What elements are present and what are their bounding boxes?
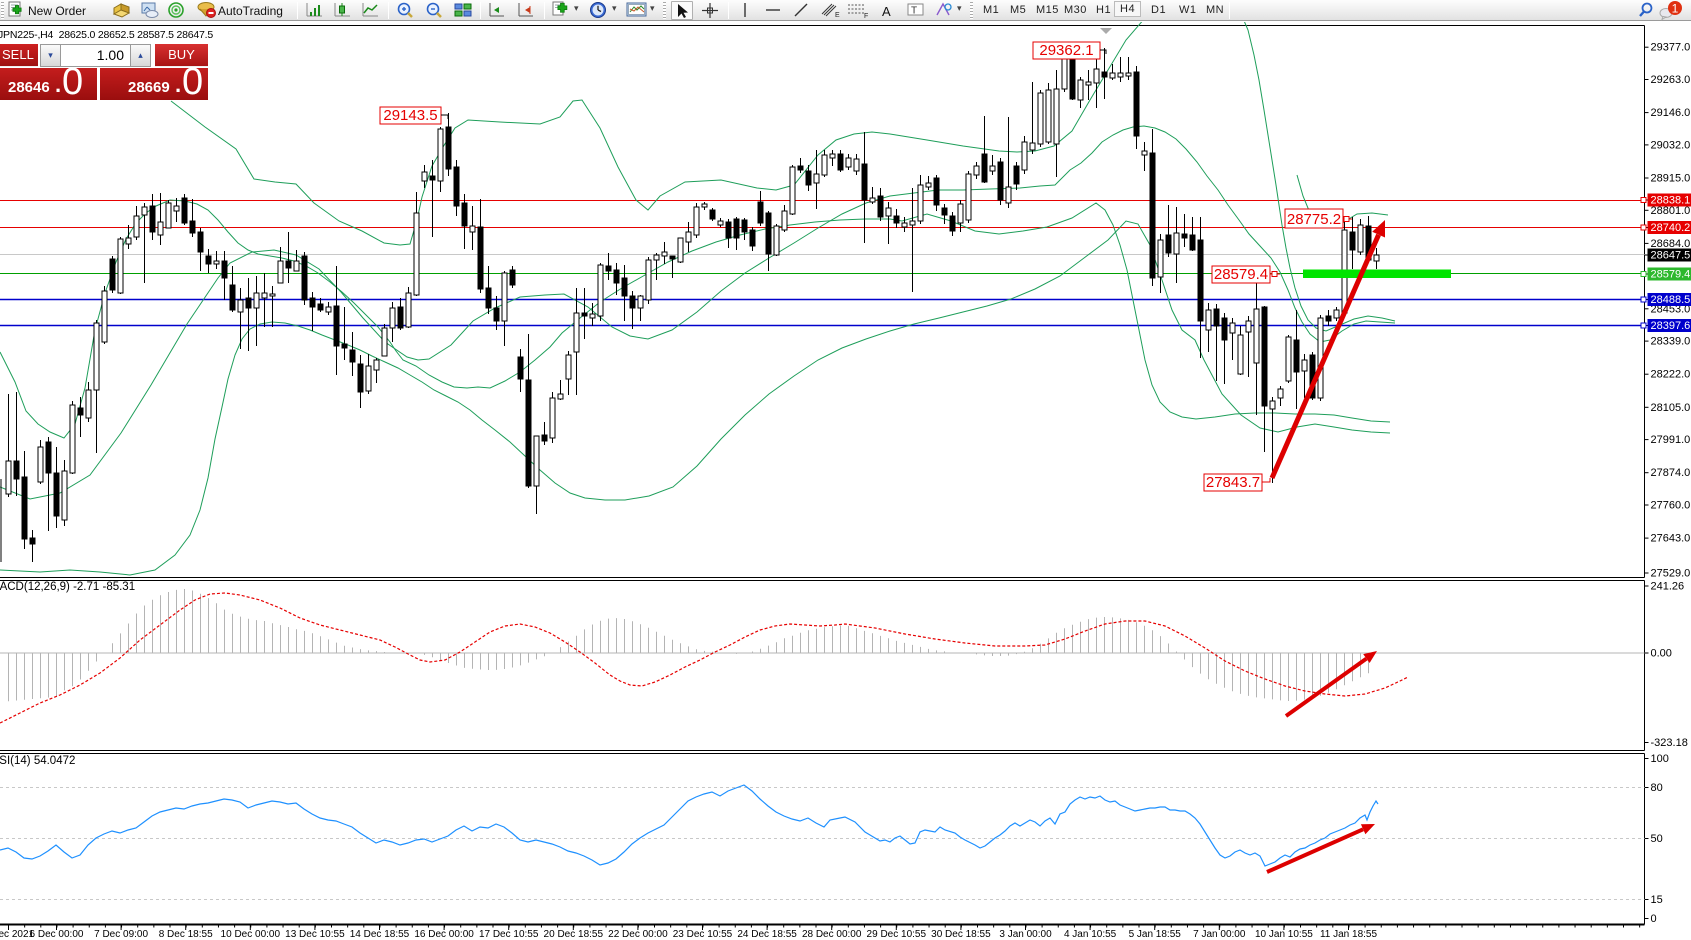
svg-text:27843.7: 27843.7 — [1206, 474, 1260, 491]
svg-text:28339.0: 28339.0 — [1651, 336, 1691, 348]
svg-text:27874.0: 27874.0 — [1651, 467, 1691, 479]
svg-text:30 Dec 18:55: 30 Dec 18:55 — [931, 929, 991, 940]
svg-text:17 Dec 10:55: 17 Dec 10:55 — [479, 929, 539, 940]
svg-text:T: T — [911, 6, 917, 17]
svg-text:28222.0: 28222.0 — [1651, 369, 1691, 381]
svg-text:10 Jan 10:55: 10 Jan 10:55 — [1255, 929, 1313, 940]
svg-text:27529.0: 27529.0 — [1651, 568, 1691, 580]
svg-text:29362.1: 29362.1 — [1039, 42, 1093, 59]
svg-text:MACD(12,26,9) -2.71 -85.31: MACD(12,26,9) -2.71 -85.31 — [0, 581, 135, 593]
svg-text:11 Jan 18:55: 11 Jan 18:55 — [1320, 929, 1378, 940]
svg-text:28397.6: 28397.6 — [1651, 320, 1691, 332]
svg-text:27643.0: 27643.0 — [1651, 533, 1691, 545]
svg-text:28579.4: 28579.4 — [1651, 269, 1691, 281]
svg-text:13 Dec 10:55: 13 Dec 10:55 — [285, 929, 345, 940]
svg-text:28647.5: 28647.5 — [1651, 250, 1691, 262]
svg-text:27760.0: 27760.0 — [1651, 500, 1691, 512]
svg-text:28838.1: 28838.1 — [1651, 195, 1691, 207]
svg-text:29263.0: 29263.0 — [1651, 74, 1691, 86]
svg-text:29377.0: 29377.0 — [1651, 42, 1691, 54]
svg-text:0.00: 0.00 — [1651, 648, 1672, 660]
svg-text:28915.0: 28915.0 — [1651, 173, 1691, 185]
svg-text:0: 0 — [1651, 913, 1657, 925]
svg-text:28801.0: 28801.0 — [1651, 205, 1691, 217]
svg-text:23 Dec 10:55: 23 Dec 10:55 — [673, 929, 733, 940]
svg-text:80: 80 — [1651, 782, 1663, 794]
svg-text:29 Dec 10:55: 29 Dec 10:55 — [867, 929, 927, 940]
svg-text:16 Dec 00:00: 16 Dec 00:00 — [414, 929, 474, 940]
svg-text:241.26: 241.26 — [1651, 581, 1685, 593]
svg-text:28740.2: 28740.2 — [1651, 222, 1691, 234]
svg-text:22 Dec 00:00: 22 Dec 00:00 — [608, 929, 668, 940]
svg-text:27991.0: 27991.0 — [1651, 434, 1691, 446]
svg-text:5 Jan 18:55: 5 Jan 18:55 — [1129, 929, 1182, 940]
svg-text:4 Jan 10:55: 4 Jan 10:55 — [1064, 929, 1117, 940]
svg-text:-323.18: -323.18 — [1651, 737, 1688, 749]
svg-text:6 Dec 00:00: 6 Dec 00:00 — [30, 929, 84, 940]
svg-text:RSI(14) 54.0472: RSI(14) 54.0472 — [0, 755, 75, 767]
svg-text:29146.0: 29146.0 — [1651, 107, 1691, 119]
svg-text:10 Dec 00:00: 10 Dec 00:00 — [221, 929, 281, 940]
svg-text:F: F — [864, 13, 868, 19]
svg-text:3 Dec 2021: 3 Dec 2021 — [0, 929, 35, 940]
svg-text:28579.4: 28579.4 — [1214, 266, 1268, 283]
svg-text:1: 1 — [1672, 2, 1679, 16]
svg-text:28105.0: 28105.0 — [1651, 402, 1691, 414]
svg-text:8 Dec 18:55: 8 Dec 18:55 — [159, 929, 213, 940]
svg-text:28488.5: 28488.5 — [1651, 294, 1691, 306]
svg-text:29143.5: 29143.5 — [383, 107, 437, 124]
svg-text:24 Dec 18:55: 24 Dec 18:55 — [737, 929, 797, 940]
svg-text:20 Dec 18:55: 20 Dec 18:55 — [544, 929, 604, 940]
svg-text:28 Dec 00:00: 28 Dec 00:00 — [802, 929, 862, 940]
svg-text:15: 15 — [1651, 894, 1663, 906]
svg-text:JPN225-,H4 28625.0 28652.5 28: JPN225-,H4 28625.0 28652.5 28587.5 28647… — [0, 29, 213, 41]
svg-text:28775.2: 28775.2 — [1287, 211, 1341, 228]
svg-text:29032.0: 29032.0 — [1651, 139, 1691, 151]
svg-text:3 Jan 00:00: 3 Jan 00:00 — [999, 929, 1052, 940]
svg-text:E: E — [835, 12, 840, 19]
svg-text:28453.0: 28453.0 — [1651, 303, 1691, 315]
svg-text:7 Jan 00:00: 7 Jan 00:00 — [1193, 929, 1246, 940]
svg-text:14 Dec 18:55: 14 Dec 18:55 — [350, 929, 410, 940]
svg-text:50: 50 — [1651, 833, 1663, 845]
svg-text:7 Dec 09:00: 7 Dec 09:00 — [94, 929, 148, 940]
svg-text:28684.0: 28684.0 — [1651, 238, 1691, 250]
svg-text:100: 100 — [1651, 753, 1669, 765]
